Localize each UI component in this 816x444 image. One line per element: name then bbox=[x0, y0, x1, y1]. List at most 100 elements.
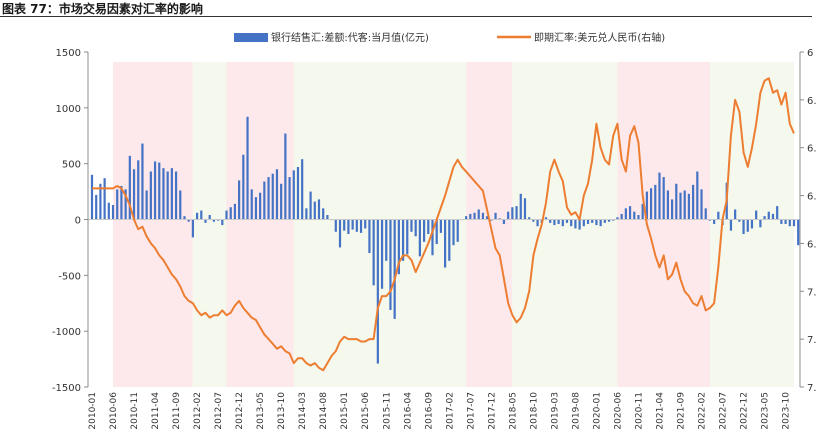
bar bbox=[536, 219, 539, 227]
bar bbox=[729, 219, 733, 231]
bar bbox=[704, 208, 707, 220]
bar bbox=[532, 219, 535, 222]
bar bbox=[679, 192, 682, 220]
bar bbox=[343, 219, 346, 231]
bar bbox=[174, 171, 178, 220]
bar bbox=[515, 206, 518, 220]
bar bbox=[187, 219, 190, 222]
x-tick-label: 2017-07 bbox=[466, 392, 476, 430]
bar bbox=[448, 219, 451, 261]
bar bbox=[183, 216, 186, 220]
bar bbox=[322, 208, 325, 220]
legend-label-line: 即期汇率:美元兑人民币(右轴) bbox=[534, 31, 665, 44]
bar bbox=[658, 172, 661, 220]
bar bbox=[452, 219, 455, 246]
bar bbox=[242, 154, 245, 220]
bar bbox=[641, 203, 644, 220]
bar bbox=[788, 219, 791, 227]
bar bbox=[355, 219, 358, 232]
bar bbox=[217, 219, 220, 221]
legend-swatch-bar bbox=[234, 33, 268, 42]
bar bbox=[595, 219, 598, 226]
bar bbox=[271, 173, 274, 220]
bar bbox=[670, 199, 674, 220]
bar bbox=[519, 193, 522, 220]
bar bbox=[553, 219, 556, 226]
bar bbox=[326, 215, 329, 220]
x-tick-label: 2019-08 bbox=[571, 392, 581, 430]
bar bbox=[465, 216, 468, 220]
bar bbox=[238, 180, 241, 220]
bar bbox=[225, 210, 228, 220]
bar bbox=[523, 198, 527, 220]
right-tick-label: 6 bbox=[807, 48, 813, 59]
bar bbox=[490, 219, 493, 221]
bar bbox=[700, 189, 703, 220]
bar bbox=[372, 219, 375, 286]
shading-band bbox=[226, 62, 294, 387]
bar bbox=[767, 211, 770, 220]
left-tick-label: -1000 bbox=[52, 327, 81, 338]
bar bbox=[557, 219, 560, 224]
bar bbox=[107, 202, 110, 220]
bar bbox=[170, 168, 173, 220]
x-tick-label: 2015-11 bbox=[382, 392, 392, 430]
x-tick-label: 2011-04 bbox=[151, 392, 161, 430]
bar bbox=[418, 219, 421, 257]
bar bbox=[481, 212, 485, 220]
x-tick-label: 2015-01 bbox=[340, 392, 350, 430]
bar bbox=[687, 193, 691, 220]
bar bbox=[414, 219, 417, 237]
bar bbox=[288, 177, 291, 220]
bar bbox=[797, 219, 800, 246]
bar bbox=[628, 206, 632, 220]
bar bbox=[502, 219, 506, 224]
title-rule bbox=[0, 16, 812, 17]
bar bbox=[120, 186, 123, 220]
bar bbox=[385, 219, 388, 261]
bar bbox=[427, 219, 430, 235]
fx-line bbox=[92, 77, 795, 372]
bar bbox=[179, 190, 182, 220]
right-tick-label: 7. bbox=[807, 287, 816, 298]
bar bbox=[389, 219, 392, 310]
bar bbox=[494, 212, 497, 220]
bar bbox=[662, 177, 665, 220]
right-tick-label: 7. bbox=[807, 383, 816, 394]
bar bbox=[549, 219, 552, 223]
bar bbox=[586, 219, 590, 224]
bar bbox=[267, 177, 270, 220]
bar bbox=[620, 213, 623, 220]
bar bbox=[696, 171, 699, 220]
bar bbox=[582, 219, 585, 227]
bar bbox=[565, 219, 569, 223]
shading-band bbox=[113, 62, 193, 387]
bar bbox=[603, 219, 606, 223]
bar bbox=[195, 212, 199, 220]
bar bbox=[477, 209, 480, 220]
bar bbox=[435, 219, 438, 245]
bar bbox=[410, 219, 413, 232]
legend-label-bar: 银行结售汇:差额:代客:当月值(亿元) bbox=[271, 31, 429, 44]
bar bbox=[317, 199, 321, 220]
x-tick-label: 2020-11 bbox=[634, 392, 644, 430]
bar bbox=[250, 189, 253, 220]
bar bbox=[103, 178, 106, 220]
bar bbox=[254, 197, 258, 220]
bar bbox=[313, 201, 316, 220]
bar bbox=[759, 219, 762, 228]
bar bbox=[624, 208, 627, 220]
right-tick-label: 6. bbox=[807, 239, 816, 250]
bar bbox=[280, 183, 283, 220]
bar bbox=[212, 219, 216, 222]
bar bbox=[141, 143, 144, 220]
shading-band bbox=[344, 62, 467, 387]
bar bbox=[351, 219, 354, 230]
bar bbox=[397, 219, 400, 275]
bar bbox=[145, 190, 148, 220]
bar bbox=[645, 191, 648, 220]
bar bbox=[153, 161, 157, 220]
bar bbox=[692, 184, 695, 220]
bar bbox=[95, 194, 98, 220]
x-tick-label: 2022-12 bbox=[740, 392, 750, 430]
